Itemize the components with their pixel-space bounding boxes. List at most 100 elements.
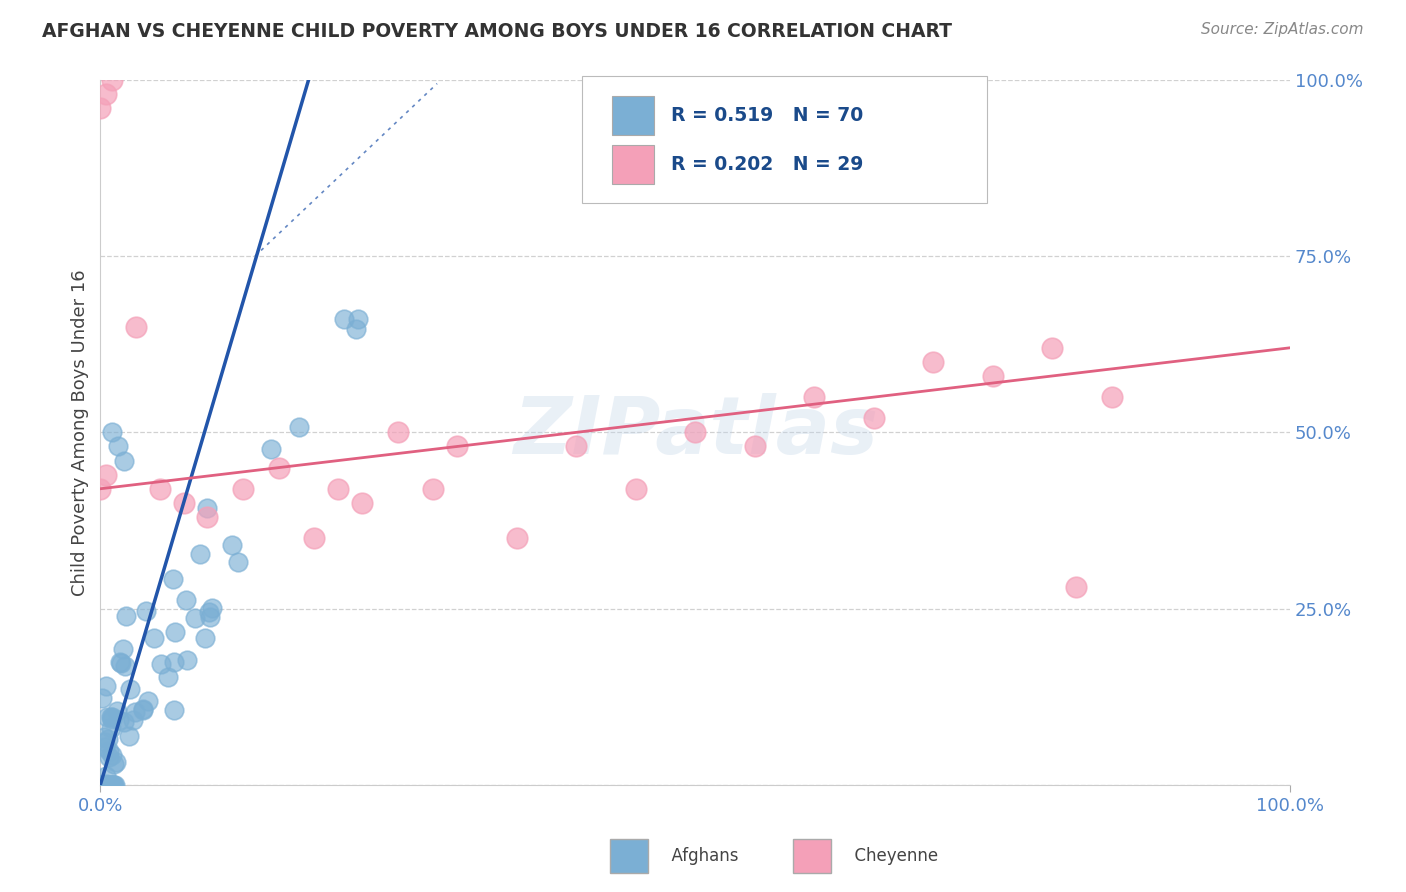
- Point: [387, 425, 409, 440]
- Point: [163, 655, 186, 669]
- Point: [114, 658, 136, 673]
- Point: [89, 101, 111, 115]
- Point: [197, 510, 219, 524]
- Point: [124, 705, 146, 719]
- Point: [97, 778, 120, 792]
- Text: ZIPatlas: ZIPatlas: [513, 393, 877, 471]
- Point: [162, 703, 184, 717]
- Point: [132, 702, 155, 716]
- Text: AFGHAN VS CHEYENNE CHILD POVERTY AMONG BOYS UNDER 16 CORRELATION CHART: AFGHAN VS CHEYENNE CHILD POVERTY AMONG B…: [42, 22, 952, 41]
- Point: [922, 355, 945, 369]
- Point: [304, 531, 326, 545]
- Point: [333, 311, 356, 326]
- Point: [97, 750, 120, 764]
- Point: [105, 704, 128, 718]
- Point: [201, 600, 224, 615]
- Point: [149, 482, 172, 496]
- Point: [149, 657, 172, 671]
- Point: [93, 730, 115, 744]
- Point: [183, 611, 205, 625]
- Text: Source: ZipAtlas.com: Source: ZipAtlas.com: [1201, 22, 1364, 37]
- Bar: [612, 145, 654, 184]
- Point: [981, 369, 1004, 384]
- Point: [232, 482, 254, 496]
- Point: [176, 653, 198, 667]
- Point: [101, 748, 124, 763]
- Point: [162, 572, 184, 586]
- Point: [506, 531, 529, 545]
- Point: [101, 425, 124, 440]
- Text: R = 0.202   N = 29: R = 0.202 N = 29: [672, 155, 863, 174]
- Point: [744, 440, 766, 454]
- Point: [97, 732, 120, 747]
- Point: [94, 769, 117, 783]
- Point: [101, 73, 124, 87]
- Point: [132, 703, 155, 717]
- Point: [176, 593, 198, 607]
- Point: [198, 610, 221, 624]
- Point: [100, 722, 122, 736]
- Point: [157, 670, 180, 684]
- Point: [163, 625, 186, 640]
- Point: [173, 496, 195, 510]
- Point: [89, 482, 111, 496]
- Point: [90, 778, 112, 792]
- Point: [93, 740, 115, 755]
- Point: [112, 453, 135, 467]
- Point: [683, 425, 706, 440]
- Point: [624, 482, 647, 496]
- Y-axis label: Child Poverty Among Boys Under 16: Child Poverty Among Boys Under 16: [72, 269, 89, 596]
- Point: [115, 608, 138, 623]
- Point: [136, 694, 159, 708]
- Point: [1101, 390, 1123, 404]
- Point: [100, 778, 122, 792]
- Point: [90, 690, 112, 705]
- Point: [108, 713, 131, 727]
- Point: [142, 631, 165, 645]
- Point: [101, 778, 124, 792]
- Point: [101, 778, 124, 792]
- Point: [121, 713, 143, 727]
- Point: [108, 656, 131, 670]
- Point: [288, 419, 311, 434]
- Point: [97, 778, 120, 792]
- Point: [344, 322, 367, 336]
- Text: Cheyenne: Cheyenne: [844, 847, 938, 865]
- Point: [862, 411, 884, 425]
- Point: [103, 756, 125, 771]
- Point: [100, 712, 122, 726]
- Text: Afghans: Afghans: [661, 847, 738, 865]
- Bar: [612, 95, 654, 135]
- Point: [112, 714, 135, 729]
- Point: [97, 744, 120, 758]
- Point: [118, 730, 141, 744]
- Point: [226, 555, 249, 569]
- Point: [135, 604, 157, 618]
- Point: [267, 460, 290, 475]
- Point: [90, 778, 112, 792]
- Point: [188, 547, 211, 561]
- Point: [96, 680, 118, 694]
- Point: [347, 312, 370, 326]
- Point: [565, 440, 588, 454]
- Point: [112, 641, 135, 656]
- Point: [91, 778, 114, 792]
- Point: [195, 500, 218, 515]
- Point: [101, 710, 124, 724]
- Point: [110, 656, 132, 670]
- Point: [125, 319, 148, 334]
- Point: [103, 778, 125, 792]
- Point: [422, 482, 444, 496]
- Point: [260, 442, 283, 456]
- Point: [103, 778, 125, 792]
- Point: [96, 467, 118, 482]
- Point: [803, 390, 825, 404]
- Text: R = 0.519   N = 70: R = 0.519 N = 70: [672, 106, 863, 125]
- Point: [221, 538, 243, 552]
- Point: [94, 735, 117, 749]
- Point: [104, 756, 127, 770]
- Point: [96, 87, 118, 101]
- Point: [194, 631, 217, 645]
- Point: [120, 682, 142, 697]
- Point: [94, 777, 117, 791]
